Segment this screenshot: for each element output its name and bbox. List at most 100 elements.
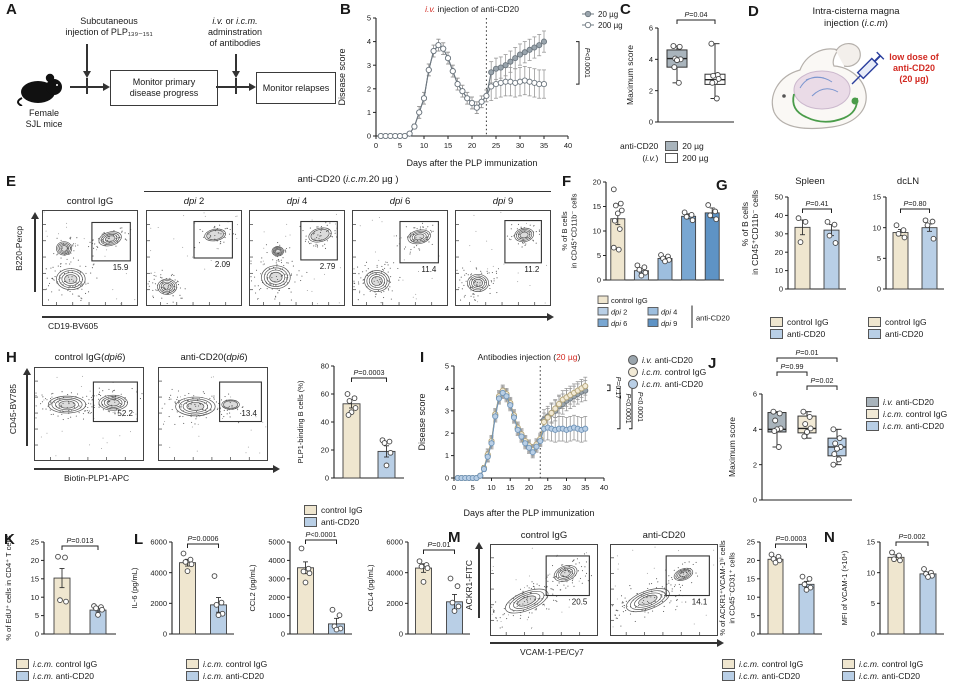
svg-text:52.2: 52.2 <box>117 409 133 418</box>
svg-text:15: 15 <box>31 574 39 583</box>
F-svg: 0 5 10 15 20 % of B cells in CD45⁺CD11b⁻ cells… <box>560 178 730 328</box>
svg-text:50: 50 <box>775 193 783 202</box>
dcln-subtitle: dcLN <box>896 176 920 187</box>
panel-N-legend: i.c.m. control IgG i.c.m. anti-CD20 <box>842 658 923 682</box>
svg-text:10: 10 <box>775 266 783 275</box>
panel-M-label: M <box>448 529 461 546</box>
svg-text:11.4: 11.4 <box>421 265 437 274</box>
subcutaneous-injection-text: Subcutaneous injection of PLP₁₃₉₋₁₅₁ <box>65 16 153 37</box>
e-col-title: dpi 2 <box>183 196 205 207</box>
legend-item: control IgG <box>770 316 829 328</box>
panel-C-label: C <box>620 1 631 18</box>
m-flow-title-control: control IgG <box>520 530 568 541</box>
H2-svg: 13.4 <box>158 367 268 461</box>
svg-text:0: 0 <box>871 630 875 639</box>
legend-item: 20 µg <box>665 140 708 152</box>
svg-text:in CD45⁻CD31⁺ cells: in CD45⁻CD31⁺ cells <box>728 552 737 624</box>
B-svg: 0 1 2 3 4 5 0 5 10 15 20 25 30 35 40 i.v. injection of … <box>337 4 623 168</box>
svg-text:0: 0 <box>325 474 329 483</box>
spleen-bar-chart: 0 10 20 30 40 50 P=0.41 <box>766 189 854 318</box>
svg-text:dpi 2: dpi 2 <box>611 308 627 317</box>
svg-text:10: 10 <box>593 227 601 236</box>
svg-text:P<0.0001: P<0.0001 <box>636 392 643 422</box>
x-axis-arrow-icon <box>490 639 724 646</box>
svg-text:Days after the PLP immunizatio: Days after the PLP immunization <box>407 158 538 168</box>
L3-svg: 0 2000 4000 6000 CCL4 (pg/mL) P=0.01 <box>366 538 470 639</box>
svg-text:P=0.41: P=0.41 <box>806 199 829 208</box>
svg-text:i.v. injection of anti-CD20: i.v. injection of anti-CD20 <box>425 4 519 14</box>
y-axis-arrow-icon <box>475 542 482 618</box>
svg-text:P=0.01: P=0.01 <box>796 350 819 357</box>
panel-C-footer: anti-CD20 (i.v.) 20 µg 200 µg <box>620 140 760 164</box>
panel-K-label: K <box>4 531 15 548</box>
svg-text:P=0.80: P=0.80 <box>904 199 927 208</box>
svg-text:dpi 9: dpi 9 <box>661 319 677 328</box>
svg-text:2000: 2000 <box>268 593 285 602</box>
svg-text:30: 30 <box>516 141 524 150</box>
svg-text:4: 4 <box>445 384 449 393</box>
svg-text:CCL4 (pg/mL): CCL4 (pg/mL) <box>366 564 375 612</box>
svg-text:P=0.17: P=0.17 <box>614 377 621 399</box>
svg-text:20: 20 <box>747 556 755 565</box>
down-arrow-icon <box>83 44 90 78</box>
svg-text:P=0.0003: P=0.0003 <box>354 368 385 377</box>
J-svg: 0 2 4 6 Maximum score P=0.01 P=0.99 P=0.02 <box>727 348 852 505</box>
svg-text:Days after the PLP immunizatio: Days after the PLP immunization <box>464 508 595 518</box>
svg-text:0: 0 <box>649 118 653 127</box>
svg-text:20: 20 <box>525 483 533 492</box>
svg-text:P<0.0001: P<0.0001 <box>624 393 631 423</box>
svg-text:% of B cells: % of B cells <box>560 211 569 250</box>
panel-A-diagram: Subcutaneous injection of PLP₁₃₉₋₁₅₁ i.v… <box>14 16 336 164</box>
panel-K-legend: i.c.m. control IgG i.c.m. anti-CD20 <box>16 658 97 682</box>
x-axis-arrow-icon <box>34 465 280 472</box>
h-flow-title-anticd20: anti-CD20(dpi6) <box>180 352 248 363</box>
svg-text:0: 0 <box>281 630 285 639</box>
svg-text:5: 5 <box>367 14 371 23</box>
y-axis-arrow-icon <box>31 212 38 292</box>
svg-text:5: 5 <box>751 611 755 620</box>
panel-N: 0 5 10 15 MFI of VCAM-1 (×10⁴) P=0.002 i.c.m.… <box>840 530 955 686</box>
svg-text:P<0.0001: P<0.0001 <box>583 48 590 78</box>
panel-L-legend: i.c.m. control IgG i.c.m. anti-CD20 <box>186 658 267 682</box>
svg-text:4000: 4000 <box>150 568 167 577</box>
svg-text:CCL2 (pg/mL): CCL2 (pg/mL) <box>248 564 257 612</box>
svg-text:5: 5 <box>871 599 875 608</box>
mouse-head-illustration <box>771 43 885 130</box>
svg-text:40: 40 <box>775 211 783 220</box>
svg-text:2000: 2000 <box>386 599 403 608</box>
svg-text:P=0.99: P=0.99 <box>781 362 804 371</box>
svg-text:3000: 3000 <box>268 574 285 583</box>
svg-text:Antibodies injection (20 µg): Antibodies injection (20 µg) <box>478 352 581 362</box>
legend-item: control IgG <box>304 504 363 516</box>
e-y-axis-label: B220-Percp <box>14 226 24 271</box>
legend-item: i.c.m. control IgG <box>866 408 947 420</box>
anti-cd20-icm-header: anti-CD20 (i.c.m.20 µg ) <box>297 174 399 185</box>
svg-text:11.2: 11.2 <box>524 265 540 274</box>
low-dose-note: low dose of anti-CD20 (20 µg) <box>889 52 939 84</box>
svg-text:dpi 6: dpi 6 <box>611 319 627 328</box>
h-x-axis-label: Biotin-PLP1-APC <box>64 473 130 483</box>
L2-svg: 0 1000 2000 3000 4000 5000 CCL2 (pg/mL) P<0.000… <box>248 530 352 639</box>
monitor-primary-box: Monitor primary disease progress <box>110 70 218 106</box>
svg-text:3: 3 <box>367 61 371 70</box>
svg-text:P=0.02: P=0.02 <box>811 376 834 385</box>
svg-text:5: 5 <box>398 141 402 150</box>
svg-text:20: 20 <box>321 446 329 455</box>
flow-plot-dpi9: 11.2 <box>455 210 551 311</box>
svg-text:0: 0 <box>445 474 449 483</box>
legend-item: i.c.m. control IgG <box>16 658 97 670</box>
svg-text:25: 25 <box>544 483 552 492</box>
H1-svg: 52.2 <box>34 367 144 461</box>
svg-text:dpi 4: dpi 4 <box>661 308 677 317</box>
legend-item: i.c.m. control IgG <box>186 658 267 670</box>
G2-svg: 0 5 10 15 P=0.80 <box>873 193 944 294</box>
svg-text:25: 25 <box>492 141 500 150</box>
h-legend: control IgG anti-CD20 <box>304 504 363 528</box>
svg-text:% of ACKR1⁺VCAM-1ʰⁱ cells: % of ACKR1⁺VCAM-1ʰⁱ cells <box>718 540 727 636</box>
svg-text:5: 5 <box>877 254 881 263</box>
G1-svg: 0 10 20 30 40 50 P=0.41 <box>775 193 846 294</box>
svg-text:Maximum score: Maximum score <box>625 45 635 105</box>
panel-E-flow-row: anti-CD20 (i.c.m.20 µg ) B220-Percp cont… <box>8 174 556 344</box>
g-y-axis-label-1: % of B cells <box>740 202 750 247</box>
